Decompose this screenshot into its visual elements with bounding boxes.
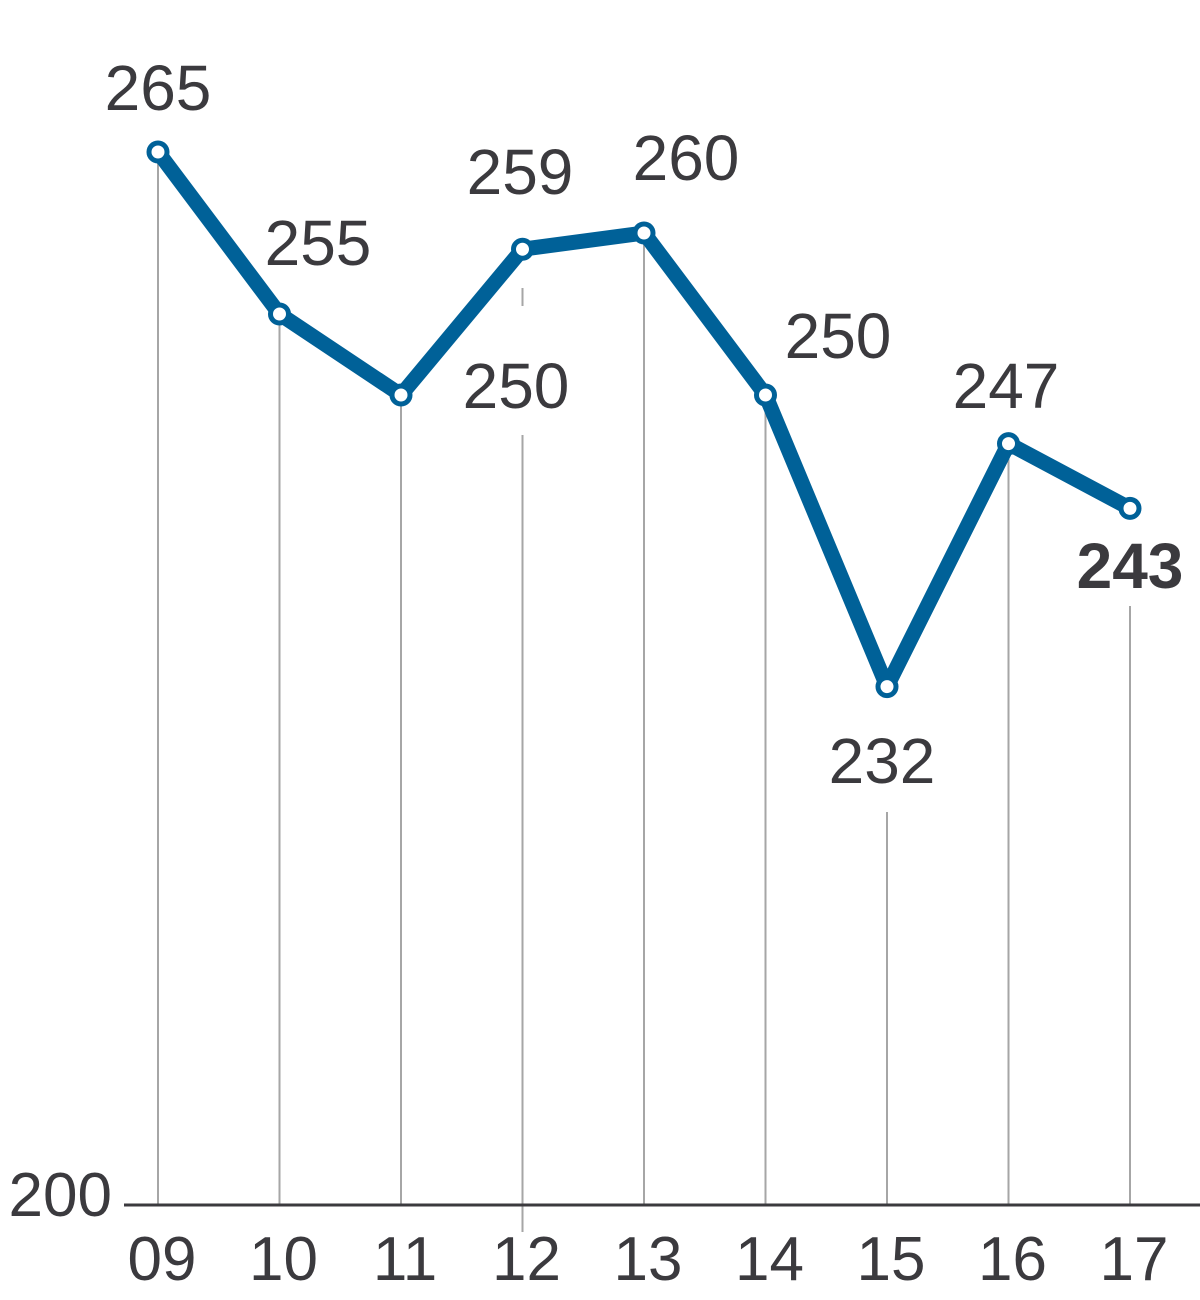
data-label-15: 232 — [829, 725, 936, 797]
drop-lines — [157, 152, 1131, 1232]
data-point-13 — [632, 221, 656, 245]
data-labels: 265 255 250 259 260 250 232 247 243 — [105, 52, 1184, 797]
data-point-09 — [146, 140, 170, 164]
data-label-12: 259 — [467, 136, 574, 208]
data-point-12 — [511, 237, 534, 261]
data-point-15 — [875, 675, 899, 699]
x-tick-13: 13 — [614, 1225, 683, 1294]
data-point-17 — [1118, 496, 1142, 520]
data-point-10 — [268, 302, 291, 326]
x-tick-labels: 09 10 11 12 13 14 15 16 17 — [128, 1225, 1169, 1294]
x-tick-15: 15 — [857, 1225, 926, 1294]
x-tick-10: 10 — [249, 1225, 318, 1294]
x-tick-09: 09 — [128, 1225, 197, 1294]
x-tick-14: 14 — [735, 1225, 804, 1294]
data-label-17: 243 — [1077, 530, 1184, 602]
data-label-10: 255 — [265, 207, 372, 279]
data-point-14 — [754, 383, 777, 407]
x-tick-11: 11 — [373, 1225, 437, 1294]
x-tick-12: 12 — [492, 1225, 561, 1294]
y-axis-base-label: 200 — [9, 1161, 112, 1230]
data-label-16: 247 — [953, 350, 1060, 422]
data-label-11: 250 — [463, 350, 570, 422]
data-point-11 — [389, 383, 413, 407]
data-label-13: 260 — [633, 122, 740, 194]
x-tick-17: 17 — [1100, 1225, 1169, 1294]
data-label-14: 250 — [785, 300, 892, 372]
data-point-16 — [997, 432, 1020, 456]
x-tick-16: 16 — [978, 1225, 1047, 1294]
data-label-09: 265 — [105, 52, 212, 124]
data-points — [146, 140, 1142, 699]
